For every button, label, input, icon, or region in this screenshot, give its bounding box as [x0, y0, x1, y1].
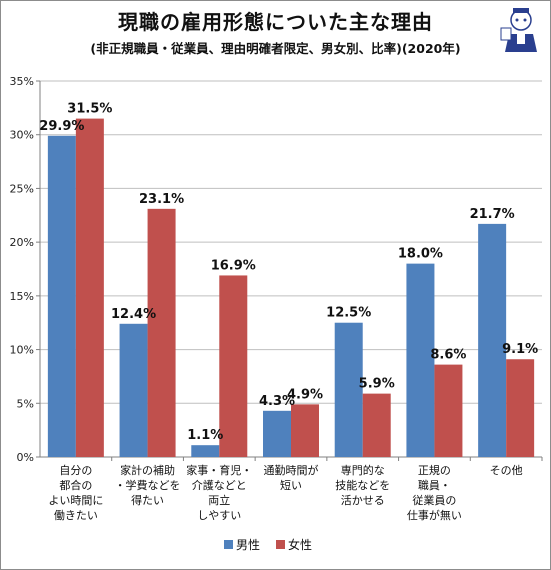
data-label: 1.1%	[187, 428, 223, 443]
y-tick-label: 5%	[17, 397, 34, 410]
mascot-logo	[500, 8, 537, 52]
y-tick-label: 0%	[17, 451, 34, 464]
data-label: 12.5%	[326, 306, 371, 321]
data-label: 18.0%	[398, 247, 443, 262]
x-category-label: その他	[490, 464, 523, 477]
data-labels: 29.9% 31.5% 12.4% 23.1% 1.1% 16.9% 4.3%4.9% 12.…	[39, 102, 538, 444]
legend-swatch	[276, 540, 285, 549]
bar-female	[75, 118, 104, 457]
data-label: 23.1%	[139, 192, 184, 207]
bar-female	[506, 359, 535, 457]
bar-male	[406, 263, 435, 457]
legend-label: 男性	[236, 538, 260, 552]
legend-label: 女性	[288, 537, 312, 552]
data-label: 12.4%	[111, 307, 156, 322]
bars	[47, 118, 535, 457]
bar-female	[147, 208, 176, 457]
bar-female	[219, 275, 248, 457]
bar-male	[478, 223, 507, 457]
bar-female	[362, 393, 391, 457]
chart-subtitle: (非正規職員・従業員、理由明確者限定、男女別、比率)(2020年)	[90, 41, 461, 56]
chart-title: 現職の雇用形態についた主な理由	[118, 10, 433, 34]
y-tick-label: 25%	[10, 182, 34, 195]
x-category-label: 正規の職員・従業員の仕事が無い	[407, 463, 462, 522]
legend-swatch	[224, 540, 233, 549]
data-label: 16.9%	[211, 258, 256, 273]
y-tick-label: 20%	[10, 236, 34, 249]
data-label: 4.3%	[259, 394, 295, 409]
x-category-label: 通勤時間が短い	[264, 463, 319, 492]
bar-male	[334, 322, 363, 457]
x-axis-categories: 自分の都合のよい時間に働きたい家計の補助・学費などを得たい家事・育児・介護などと…	[48, 463, 522, 522]
data-label: 21.7%	[470, 207, 515, 222]
y-tick-label: 15%	[10, 290, 34, 303]
data-label: 29.9%	[39, 119, 84, 134]
data-label: 5.9%	[359, 377, 395, 392]
bar-male	[191, 445, 220, 457]
x-category-label: 自分の都合のよい時間に働きたい	[48, 464, 103, 522]
data-label: 31.5%	[67, 102, 112, 117]
y-tick-label: 10%	[10, 344, 34, 357]
x-category-label: 家事・育児・介護などと両立しやすい	[186, 463, 252, 522]
bar-female	[434, 364, 463, 457]
bar-male	[119, 323, 148, 457]
y-tick-label: 35%	[10, 75, 34, 88]
legend: 男性 女性	[224, 537, 312, 552]
bar-male	[263, 410, 291, 457]
x-category-label: 専門的な技能などを活かせる	[335, 463, 390, 507]
y-axis-ticks: 0% 5% 10% 15% 20% 25% 30% 35%	[10, 75, 34, 464]
data-label: 4.9%	[287, 387, 323, 402]
y-tick-label: 30%	[10, 129, 34, 142]
bar-female	[291, 404, 319, 457]
data-label: 8.6%	[430, 348, 466, 363]
bar-male	[47, 135, 76, 457]
data-label: 9.1%	[502, 342, 538, 357]
x-category-label: 家計の補助・学費などを得たい	[115, 463, 181, 507]
